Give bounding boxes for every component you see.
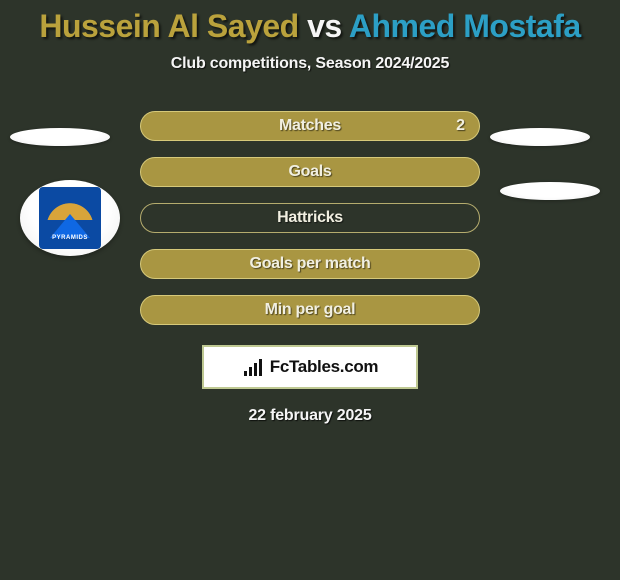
stat-row: Min per goal — [0, 295, 620, 325]
stat-label: Hattricks — [277, 209, 343, 227]
stat-bar-matches: Matches 2 — [140, 111, 480, 141]
barchart-icon — [242, 358, 264, 376]
title-vs: vs — [307, 8, 342, 44]
stat-bar-goals: Goals — [140, 157, 480, 187]
stat-rows: Matches 2 Goals Hattricks Goals per matc… — [0, 111, 620, 325]
stat-row: Goals — [0, 157, 620, 187]
watermark-text: FcTables.com — [270, 357, 379, 377]
stat-row: Matches 2 — [0, 111, 620, 141]
stat-bar-mpg: Min per goal — [140, 295, 480, 325]
title-player1: Hussein Al Sayed — [39, 8, 298, 44]
stat-row: Hattricks — [0, 203, 620, 233]
stat-label: Matches — [279, 117, 341, 135]
subtitle: Club competitions, Season 2024/2025 — [0, 55, 620, 73]
stat-label: Goals per match — [250, 255, 371, 273]
stat-row: Goals per match — [0, 249, 620, 279]
date: 22 february 2025 — [0, 407, 620, 425]
stat-label: Goals — [289, 163, 332, 181]
stat-label: Min per goal — [265, 301, 356, 319]
stat-bar-hattricks: Hattricks — [140, 203, 480, 233]
title-player2: Ahmed Mostafa — [349, 8, 581, 44]
page-title: Hussein Al Sayed vs Ahmed Mostafa — [0, 8, 620, 45]
stat-value-right: 2 — [456, 117, 465, 135]
infographic-content: Hussein Al Sayed vs Ahmed Mostafa Club c… — [0, 0, 620, 425]
stat-bar-gpm: Goals per match — [140, 249, 480, 279]
watermark: FcTables.com — [202, 345, 418, 389]
